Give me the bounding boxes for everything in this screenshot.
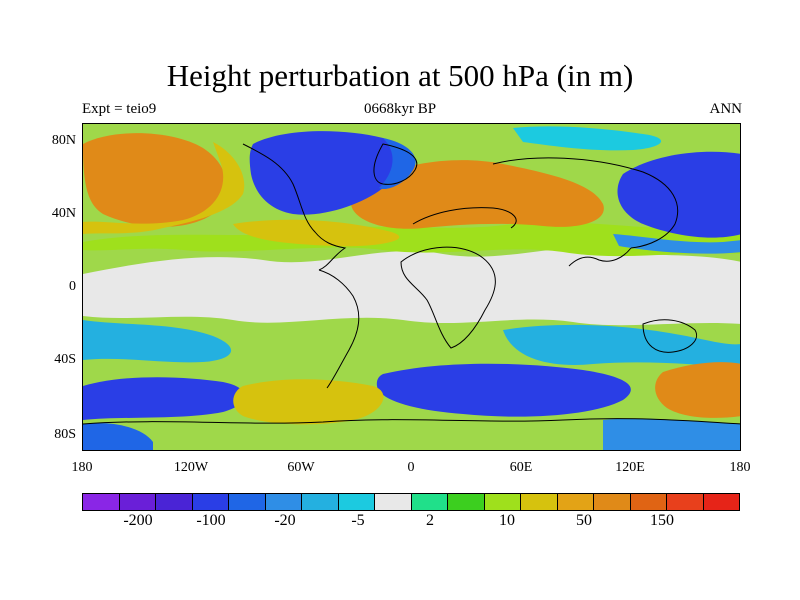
colorbar-label: 10: [499, 512, 515, 529]
north-atlantic-europe-high: [350, 160, 604, 229]
map-panel: [82, 123, 741, 451]
colorbar: [82, 493, 740, 511]
colorbar-box: [119, 494, 156, 510]
y-tick-label: 0: [69, 279, 76, 294]
x-tick-label: 0: [407, 460, 415, 475]
colorbar-box: [411, 494, 448, 510]
arctic-cyan-patch: [513, 126, 662, 151]
colorbar-box: [667, 494, 704, 510]
east-asia-low: [617, 151, 740, 238]
southern-ocean-low-pacific: [83, 377, 245, 420]
colorbar-box: [594, 494, 631, 510]
colorbar-box: [302, 494, 339, 510]
north-pacific-high-rim: [83, 142, 245, 234]
southern-ocean-low-indian: [376, 363, 631, 417]
x-tick-label: 180: [729, 460, 751, 475]
y-tick-label: 80N: [51, 133, 76, 148]
experiment-label: Expt = teio9: [82, 101, 157, 117]
colorbar-box: [484, 494, 521, 510]
colorbar-label: -5: [351, 512, 365, 529]
time-label: 0668kyr BP: [363, 101, 437, 117]
south-pacific-mid-band: [83, 320, 232, 363]
colorbar-box: [703, 494, 739, 510]
colorbar-box: [83, 494, 120, 510]
colorbar-label: -20: [274, 512, 296, 529]
y-tick-label: 80S: [54, 427, 76, 442]
polar-low-east: [603, 418, 740, 450]
x-tick-label: 120E: [615, 460, 645, 475]
colorbar-box: [156, 494, 193, 510]
field-map: [83, 124, 740, 450]
east-asia-low-rim: [613, 234, 740, 254]
subtropical-band-north: [83, 222, 740, 257]
x-tick-label: 120W: [173, 460, 209, 475]
figure-title: Height perturbation at 500 hPa (in m): [166, 58, 634, 93]
colorbar-box: [229, 494, 266, 510]
colorbar-label: 150: [650, 512, 674, 529]
x-tick-label: 60E: [509, 460, 533, 475]
colorbar-label: 50: [576, 512, 592, 529]
indian-ocean-mid-band: [503, 324, 740, 368]
north-america-low: [249, 131, 402, 215]
x-tick-label: 60W: [287, 460, 315, 475]
colorbar-box: [338, 494, 375, 510]
colorbar-box: [630, 494, 667, 510]
colorbar-label: 2: [426, 512, 434, 529]
antarctic-high-pacific: [655, 362, 740, 418]
colorbar-label: -100: [196, 512, 226, 529]
colorbar-box: [192, 494, 229, 510]
north-america-low-rim: [379, 138, 416, 190]
tropical-neutral-band: [83, 248, 740, 326]
colorbar-box: [265, 494, 302, 510]
colorbar-box: [448, 494, 485, 510]
colorbar-box: [521, 494, 558, 510]
y-tick-label: 40S: [54, 352, 76, 367]
antarctic-high-atlantic: [233, 379, 384, 425]
colorbar-box: [557, 494, 594, 510]
colorbar-label: -200: [123, 512, 153, 529]
polar-low-west: [83, 423, 153, 450]
y-tick-label: 40N: [51, 206, 76, 221]
colorbar-box: [375, 494, 412, 510]
coastlines: [83, 143, 740, 425]
x-tick-label: 180: [71, 460, 93, 475]
north-pacific-high: [83, 133, 227, 227]
season-label: ANN: [709, 101, 743, 117]
